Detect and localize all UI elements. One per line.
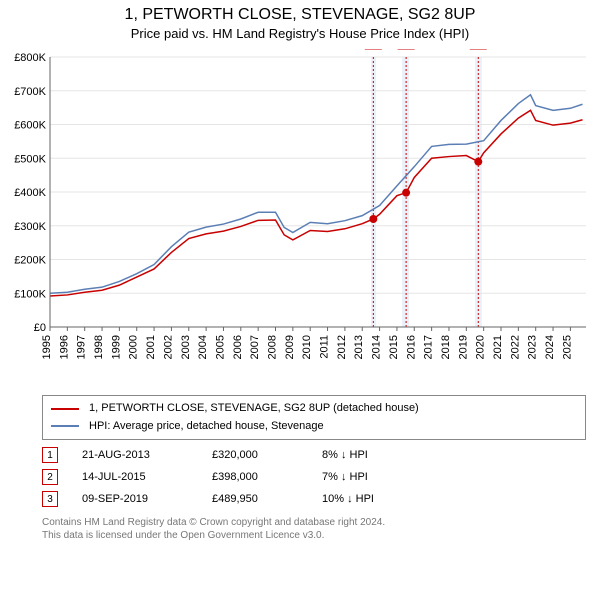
svg-text:2022: 2022 [509,335,521,359]
svg-text:£800K: £800K [14,52,46,64]
svg-text:1996: 1996 [58,335,70,359]
svg-text:2001: 2001 [145,335,157,359]
svg-text:2003: 2003 [180,335,192,359]
svg-text:1995: 1995 [41,335,53,359]
title-line2: Price paid vs. HM Land Registry's House … [4,26,596,41]
svg-text:2011: 2011 [319,335,331,359]
svg-text:2016: 2016 [405,335,417,359]
legend-label: 1, PETWORTH CLOSE, STEVENAGE, SG2 8UP (d… [89,400,419,418]
svg-text:1999: 1999 [110,335,122,359]
sales-pct: 8% ↓ HPI [322,449,442,461]
svg-text:£300K: £300K [14,221,46,233]
svg-text:2008: 2008 [267,335,279,359]
svg-text:2021: 2021 [492,335,504,359]
svg-text:2023: 2023 [527,335,539,359]
svg-text:2006: 2006 [232,335,244,359]
svg-text:2005: 2005 [214,335,226,359]
sales-row: 3 09-SEP-2019£489,95010% ↓ HPI [42,488,586,510]
chart: £0 £100K £200K £300K £400K £500K £600K £700K £80… [4,49,596,389]
sales-table: 1 21-AUG-2013£320,0008% ↓ HPI 2 14-JUL-2015… [42,444,586,510]
sales-date: 09-SEP-2019 [82,493,212,505]
svg-text:2024: 2024 [544,335,556,359]
sales-pct: 10% ↓ HPI [322,493,442,505]
title-line1: 1, PETWORTH CLOSE, STEVENAGE, SG2 8UP [4,6,596,24]
svg-text:2018: 2018 [440,335,452,359]
legend-row: 1, PETWORTH CLOSE, STEVENAGE, SG2 8UP (d… [51,400,577,418]
svg-text:£600K: £600K [14,120,46,132]
sales-row: 2 14-JUL-2015£398,0007% ↓ HPI [42,466,586,488]
sales-date: 21-AUG-2013 [82,449,212,461]
legend-row: HPI: Average price, detached house, Stev… [51,418,577,436]
svg-text:2000: 2000 [128,335,140,359]
svg-text:£200K: £200K [14,255,46,267]
sales-price: £320,000 [212,449,322,461]
footnote-line2: This data is licensed under the Open Gov… [42,529,586,542]
svg-text:2009: 2009 [284,335,296,359]
svg-text:1997: 1997 [76,335,88,359]
legend-swatch [51,408,79,410]
sales-marker: 2 [42,469,58,485]
svg-text:2002: 2002 [162,335,174,359]
svg-text:2025: 2025 [561,335,573,359]
svg-text:£100K: £100K [14,288,46,300]
svg-text:2017: 2017 [423,335,435,359]
sales-price: £398,000 [212,471,322,483]
svg-text:2015: 2015 [388,335,400,359]
sales-row: 1 21-AUG-2013£320,0008% ↓ HPI [42,444,586,466]
sales-date: 14-JUL-2015 [82,471,212,483]
legend-label: HPI: Average price, detached house, Stev… [89,418,324,436]
svg-text:2012: 2012 [336,335,348,359]
svg-text:2019: 2019 [457,335,469,359]
svg-text:2007: 2007 [249,335,261,359]
svg-text:£700K: £700K [14,86,46,98]
svg-text:1998: 1998 [93,335,105,359]
sales-marker: 1 [42,447,58,463]
chart-title: 1, PETWORTH CLOSE, STEVENAGE, SG2 8UP Pr… [4,6,596,41]
legend: 1, PETWORTH CLOSE, STEVENAGE, SG2 8UP (d… [42,395,586,440]
svg-text:2014: 2014 [371,335,383,359]
svg-text:2010: 2010 [301,335,313,359]
svg-text:2013: 2013 [353,335,365,359]
svg-text:£500K: £500K [14,153,46,165]
sales-marker: 3 [42,491,58,507]
footnote-line1: Contains HM Land Registry data © Crown c… [42,516,586,529]
svg-text:£400K: £400K [14,187,46,199]
svg-text:2020: 2020 [475,335,487,359]
svg-text:£0: £0 [34,322,46,334]
footnote: Contains HM Land Registry data © Crown c… [42,516,586,542]
svg-text:2004: 2004 [197,335,209,359]
legend-swatch [51,425,79,427]
sales-pct: 7% ↓ HPI [322,471,442,483]
chart-svg: £0 £100K £200K £300K £400K £500K £600K £700K £80… [4,49,596,389]
sales-price: £489,950 [212,493,322,505]
